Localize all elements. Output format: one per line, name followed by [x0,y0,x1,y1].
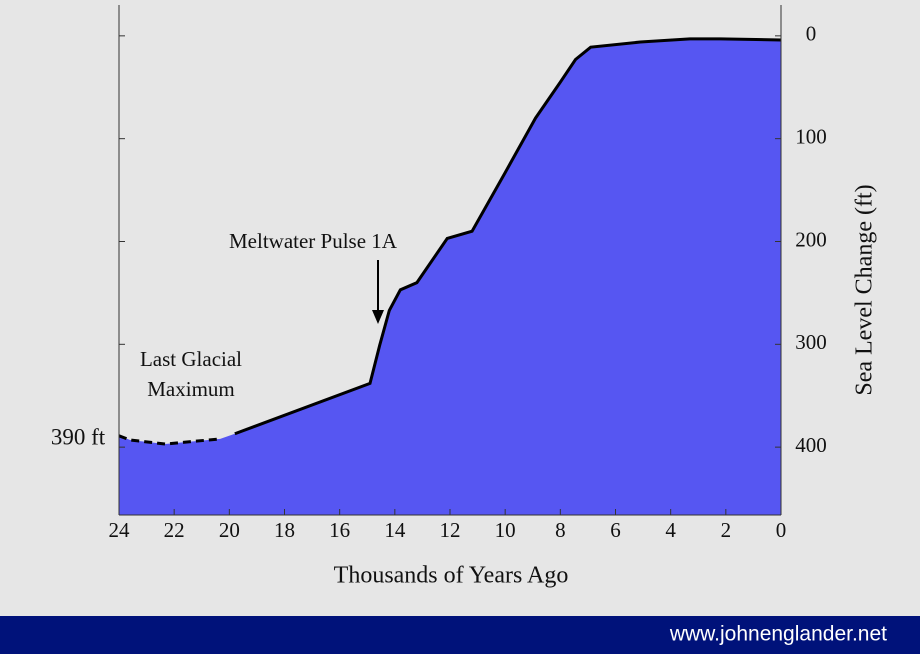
annotation-arrowhead [372,310,384,324]
footer-bar [0,616,920,654]
x-tick-label: 14 [384,518,406,542]
x-tick-label: 8 [555,518,566,542]
x-tick-label: 20 [219,518,240,542]
annotation: Last Glacial [140,347,242,371]
y-tick-label: 200 [795,227,827,251]
footer-text: www.johnenglander.net [669,623,887,646]
y-axis-label: Sea Level Change (ft) [852,184,878,395]
x-tick-label: 0 [776,518,787,542]
x-tick-label: 18 [274,518,295,542]
x-axis-label: Thousands of Years Ago [334,563,569,589]
y-tick-label: 0 [806,22,817,46]
line [118,434,221,446]
x-tick-label: 10 [495,518,516,542]
annotation: 390 ft [51,424,106,449]
annotation: Maximum [147,377,235,401]
line [234,37,782,436]
x-tick-label: 16 [329,518,350,542]
x-tick-label: 4 [665,518,676,542]
area [119,38,781,515]
x-tick-label: 24 [109,518,131,542]
y-tick-label: 400 [795,433,827,457]
x-tick-label: 6 [610,518,621,542]
x-tick-label: 2 [721,518,732,542]
x-tick-label: 22 [164,518,185,542]
y-tick-label: 300 [795,330,827,354]
y-tick-label: 100 [795,124,827,148]
annotation: Meltwater Pulse 1A [229,229,398,253]
x-tick-label: 12 [440,518,461,542]
